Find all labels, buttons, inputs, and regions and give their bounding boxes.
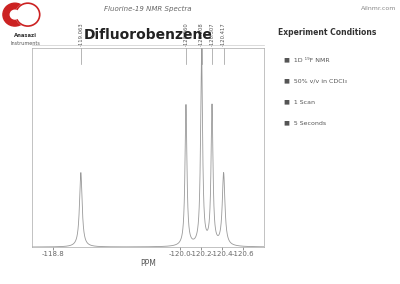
- Circle shape: [3, 3, 27, 26]
- Text: ■  50% v/v in CDCl₃: ■ 50% v/v in CDCl₃: [284, 78, 347, 83]
- Text: ■  1D ¹⁹F NMR: ■ 1D ¹⁹F NMR: [284, 57, 330, 62]
- Text: Instruments: Instruments: [10, 41, 40, 46]
- Text: ■  5 Seconds: ■ 5 Seconds: [284, 121, 326, 126]
- Text: ■  1 Scan: ■ 1 Scan: [284, 99, 315, 105]
- Text: -120.060: -120.060: [184, 22, 188, 45]
- Text: Ailnmr.com: Ailnmr.com: [361, 6, 396, 11]
- Text: Fluorine-19 NMR Spectra: Fluorine-19 NMR Spectra: [104, 6, 192, 12]
- X-axis label: PPM: PPM: [140, 259, 156, 268]
- Circle shape: [16, 3, 40, 26]
- Text: Experiment Conditions: Experiment Conditions: [278, 28, 376, 37]
- Text: Anasazi: Anasazi: [14, 33, 36, 38]
- Circle shape: [10, 10, 20, 19]
- Text: -120.307: -120.307: [210, 22, 214, 45]
- Text: -120.208: -120.208: [199, 22, 204, 45]
- Text: -120.417: -120.417: [221, 22, 226, 45]
- Text: -119.063: -119.063: [78, 22, 83, 45]
- Text: Difluorobenzene: Difluorobenzene: [84, 28, 212, 42]
